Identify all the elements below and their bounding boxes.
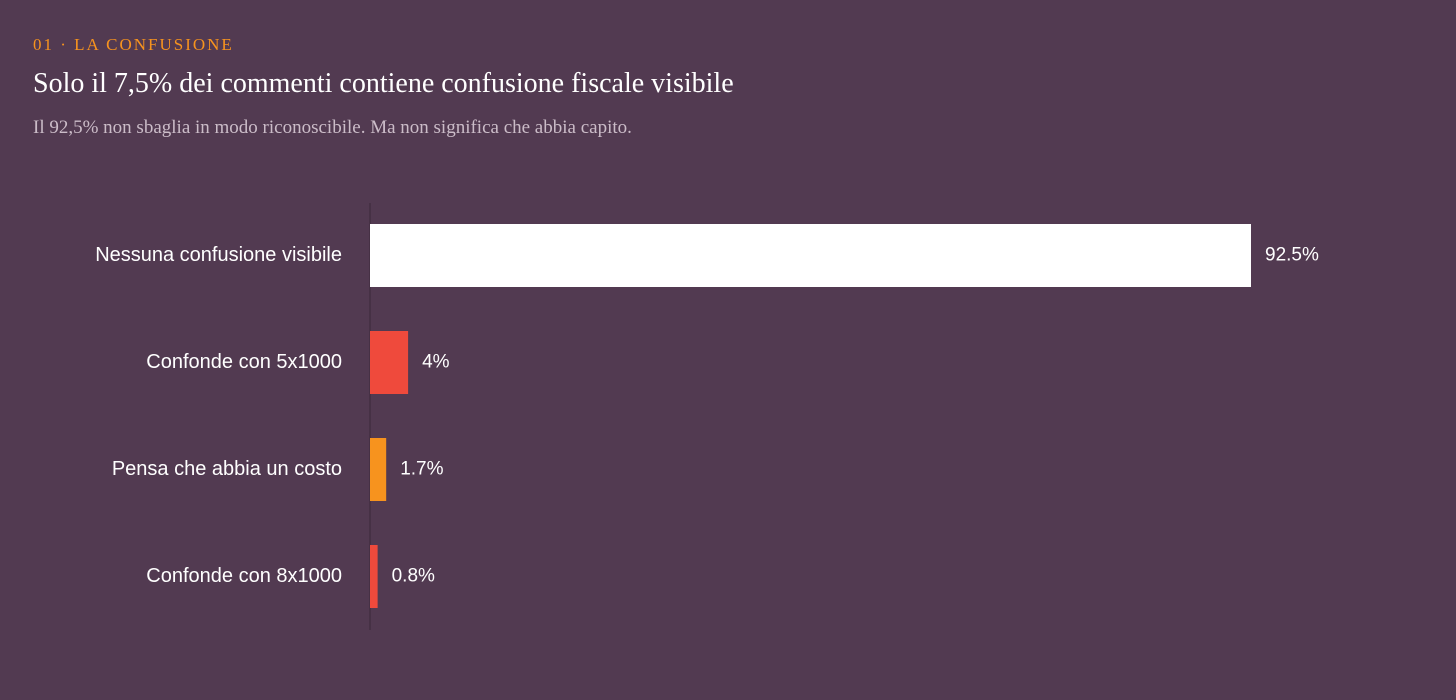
bar-1 xyxy=(370,331,409,394)
section-kicker: 01 · LA CONFUSIONE xyxy=(33,35,234,54)
category-label-0: Nessuna confusione visibile xyxy=(95,244,342,266)
value-label-0: 92.5% xyxy=(1265,245,1319,266)
category-label-3: Confonde con 8x1000 xyxy=(146,565,342,587)
chart-subtitle: Il 92,5% non sbaglia in modo riconoscibi… xyxy=(33,117,632,138)
bar-0 xyxy=(370,224,1251,287)
category-label-2: Pensa che abbia un costo xyxy=(112,458,342,480)
bars-group: Nessuna confusione visibile 92.5% Confonde… xyxy=(95,224,1319,608)
value-label-2: 1.7% xyxy=(400,459,443,480)
chart-title: Solo il 7,5% dei commenti contiene confu… xyxy=(33,68,734,99)
bar-2 xyxy=(370,438,387,501)
value-label-3: 0.8% xyxy=(392,566,435,587)
bar-3 xyxy=(370,545,378,608)
value-label-1: 4% xyxy=(422,352,450,373)
category-label-1: Confonde con 5x1000 xyxy=(146,351,342,373)
